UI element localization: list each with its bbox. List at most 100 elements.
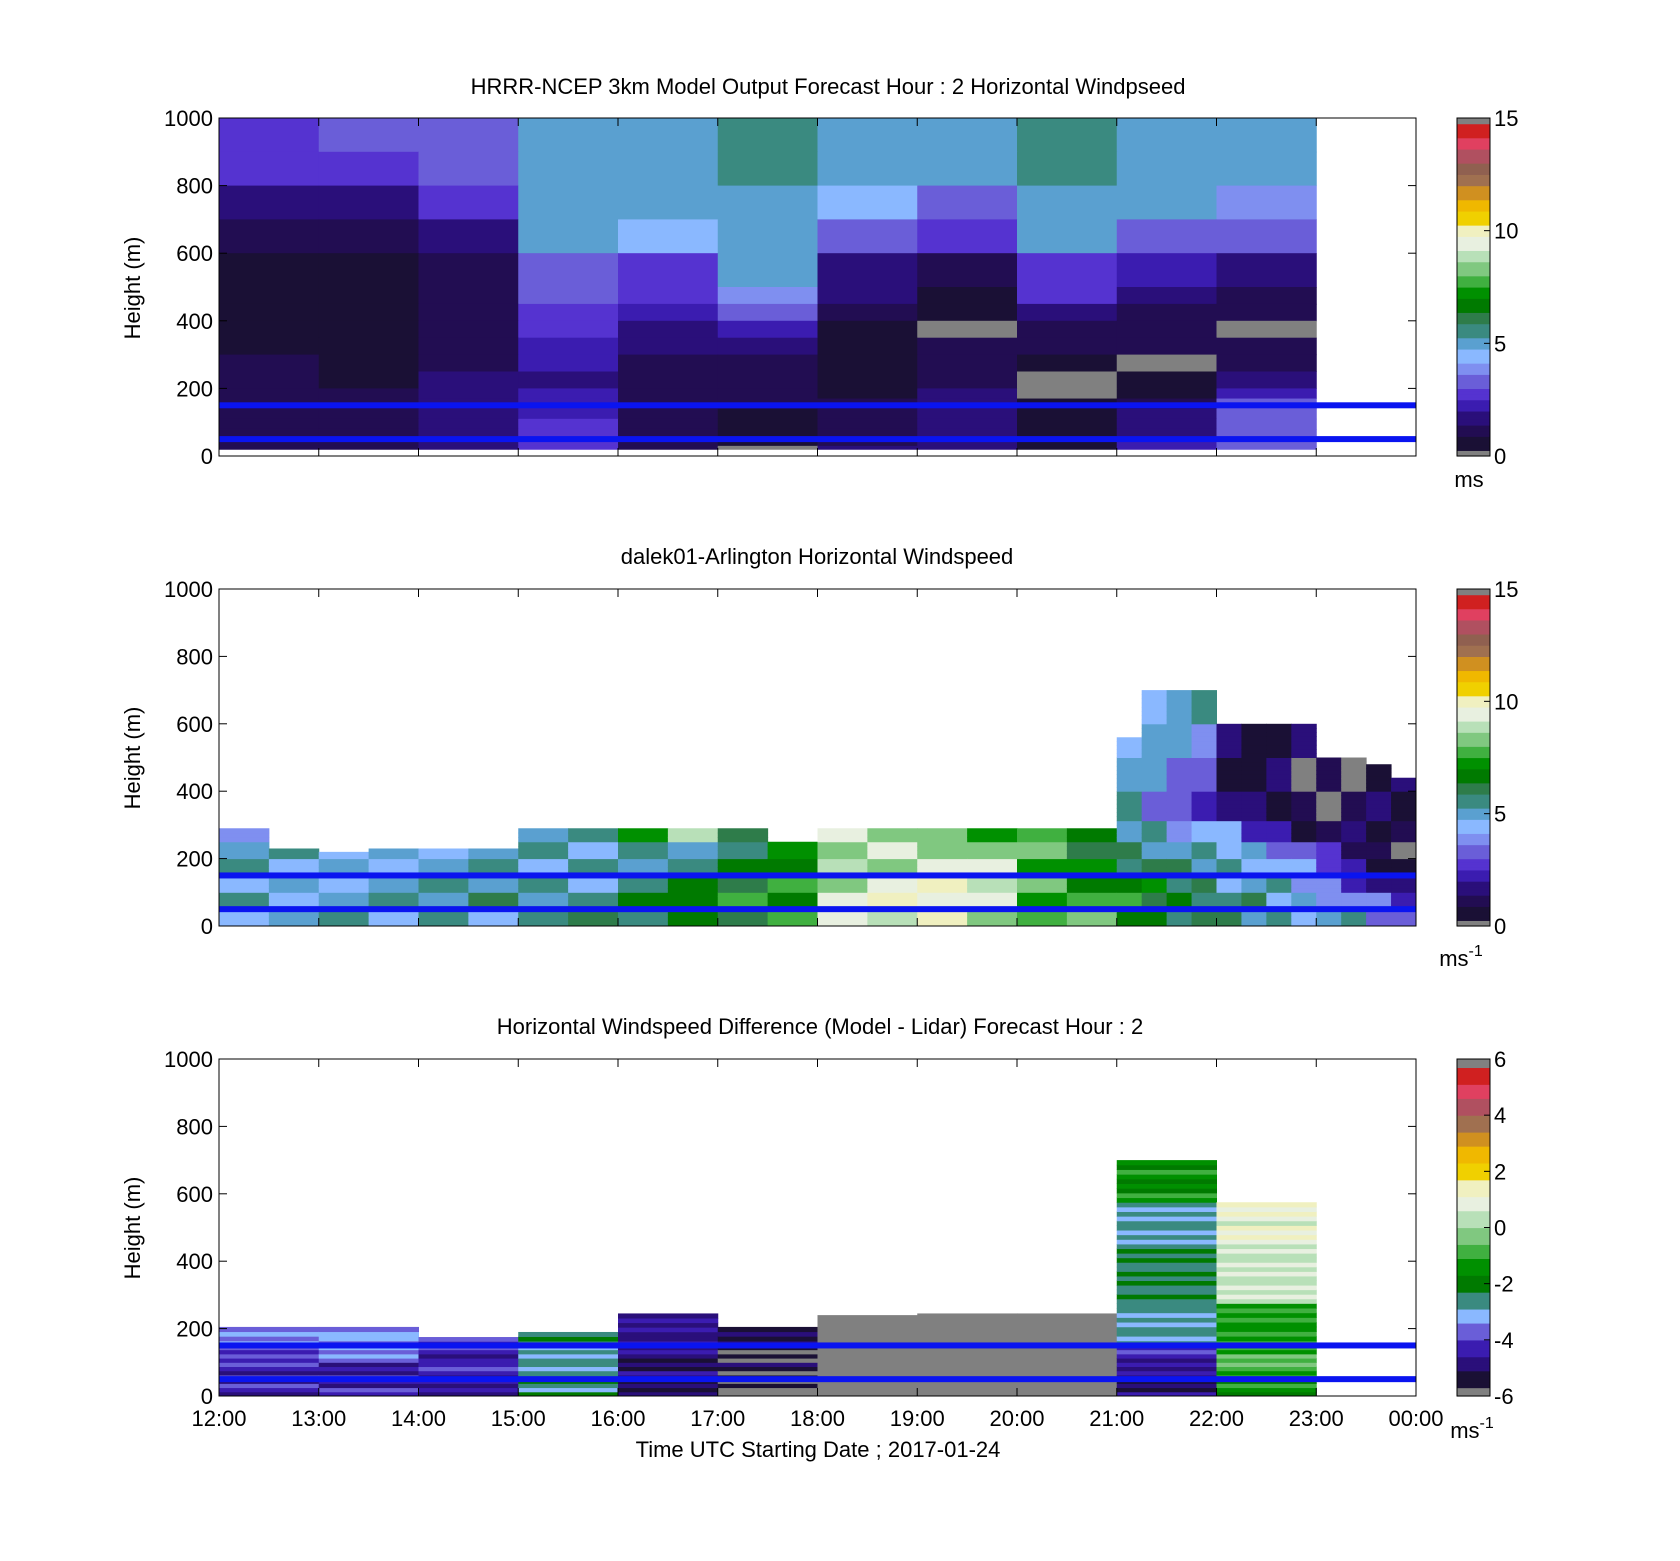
difference-cell: [418, 1349, 519, 1355]
panel-lidar-unit-exp: -1: [1469, 943, 1483, 960]
lidar-cell: [1191, 858, 1217, 864]
difference-cell: [618, 1370, 719, 1376]
lidar-cell: [468, 848, 519, 853]
lidar-cell: [1066, 862, 1118, 868]
lidar-cell: [917, 883, 968, 889]
lidar-cell: [1266, 803, 1292, 809]
lidar-cell: [1116, 888, 1143, 893]
colorbar-swatch: [1457, 205, 1490, 209]
model-cell: [1116, 303, 1217, 322]
colorbar-swatch: [1457, 883, 1490, 888]
lidar-cell: [418, 858, 469, 864]
lidar-cell: [1366, 768, 1392, 773]
model-cell: [219, 371, 320, 389]
lidar-cell: [867, 913, 918, 919]
lidar-cell: [1241, 879, 1267, 885]
lidar-cell: [1266, 761, 1292, 767]
lidar-cell: [1216, 803, 1242, 809]
lidar-cell: [1291, 867, 1317, 872]
ytick-label: 400: [176, 309, 213, 334]
lidar-cell: [368, 883, 419, 889]
lidar-cell: [867, 879, 918, 885]
model-cell: [1216, 418, 1317, 430]
model-cell: [917, 253, 1018, 288]
difference-cell: [917, 1322, 1018, 1328]
lidar-cell: [1291, 917, 1317, 923]
lidar-cell: [418, 888, 469, 893]
lidar-cell: [219, 921, 270, 927]
difference-cell: [1216, 1257, 1317, 1263]
lidar-cell: [717, 867, 769, 872]
model-cell: [717, 428, 818, 440]
model-cell: [917, 354, 1018, 372]
lidar-cell: [1291, 740, 1317, 746]
lidar-cell: [219, 854, 270, 860]
difference-cell: [1116, 1308, 1217, 1314]
colorbar-swatch: [1457, 855, 1490, 860]
lidar-cell: [1166, 812, 1193, 817]
model-cell: [219, 428, 320, 440]
model-cell: [318, 439, 419, 447]
colorbar-swatch: [1457, 134, 1490, 139]
lidar-cell: [618, 913, 669, 919]
difference-cell: [318, 1331, 419, 1337]
difference-cell: [219, 1336, 320, 1342]
difference-cell: [1216, 1383, 1317, 1389]
lidar-cell: [717, 921, 769, 927]
difference-cell: [618, 1391, 719, 1397]
colorbar-swatch: [1457, 1221, 1490, 1226]
difference-cell: [1017, 1353, 1118, 1359]
difference-cell: [717, 1383, 818, 1389]
lidar-cell: [1216, 900, 1242, 906]
lidar-cell: [1141, 782, 1168, 788]
lidar-cell: [1166, 833, 1193, 839]
lidar-cell: [1291, 770, 1317, 775]
lidar-cell: [518, 867, 569, 872]
colorbar-swatch: [1457, 295, 1490, 299]
colorbar-swatch: [1457, 315, 1490, 319]
colorbar-swatch: [1457, 695, 1490, 700]
difference-cell: [1216, 1349, 1317, 1355]
model-cell: [618, 337, 719, 356]
difference-cell: [1216, 1280, 1317, 1286]
lidar-cell: [967, 892, 1018, 898]
colorbar-swatch: [1457, 351, 1490, 356]
lidar-cell: [1166, 694, 1193, 700]
model-cell: [917, 445, 1018, 450]
lidar-cell: [1366, 867, 1392, 872]
colorbar-swatch: [1457, 785, 1490, 789]
colorbar-swatch: [1457, 796, 1490, 801]
lidar-cell: [1391, 845, 1417, 851]
difference-cell: [1216, 1362, 1317, 1368]
lidar-cell: [967, 896, 1018, 902]
lidar-cell: [1266, 770, 1292, 775]
lidar-cell: [1291, 791, 1317, 796]
colorbar-swatch: [1457, 1390, 1490, 1394]
colorbar-swatch: [1457, 402, 1490, 406]
lidar-cell: [1166, 900, 1193, 906]
lidar-cell: [618, 858, 669, 864]
colorbar-swatch: [1457, 132, 1490, 136]
lidar-cell: [1341, 820, 1367, 826]
lidar-cell: [817, 921, 868, 927]
colorbar-swatch: [1457, 852, 1490, 857]
lidar-cell: [1266, 883, 1292, 889]
colorbar-swatch: [1457, 732, 1490, 736]
lidar-cell: [1216, 816, 1242, 822]
lidar-cell: [817, 832, 868, 838]
xtick-label: 12:00: [191, 1406, 246, 1431]
lidar-cell: [1366, 787, 1392, 792]
lidar-cell: [1017, 883, 1068, 889]
colorbar-swatch: [1457, 1294, 1490, 1299]
panel-difference-overlay: [219, 1342, 1416, 1383]
lidar-cell: [1366, 850, 1392, 855]
lidar-cell: [1241, 845, 1267, 851]
model-cell: [917, 320, 1018, 339]
lidar-cell: [867, 921, 918, 927]
difference-cell: [618, 1387, 719, 1393]
lidar-cell: [418, 862, 469, 868]
colorbar-swatch: [1457, 1205, 1490, 1209]
model-cell: [318, 253, 419, 288]
lidar-cell: [1191, 723, 1217, 729]
